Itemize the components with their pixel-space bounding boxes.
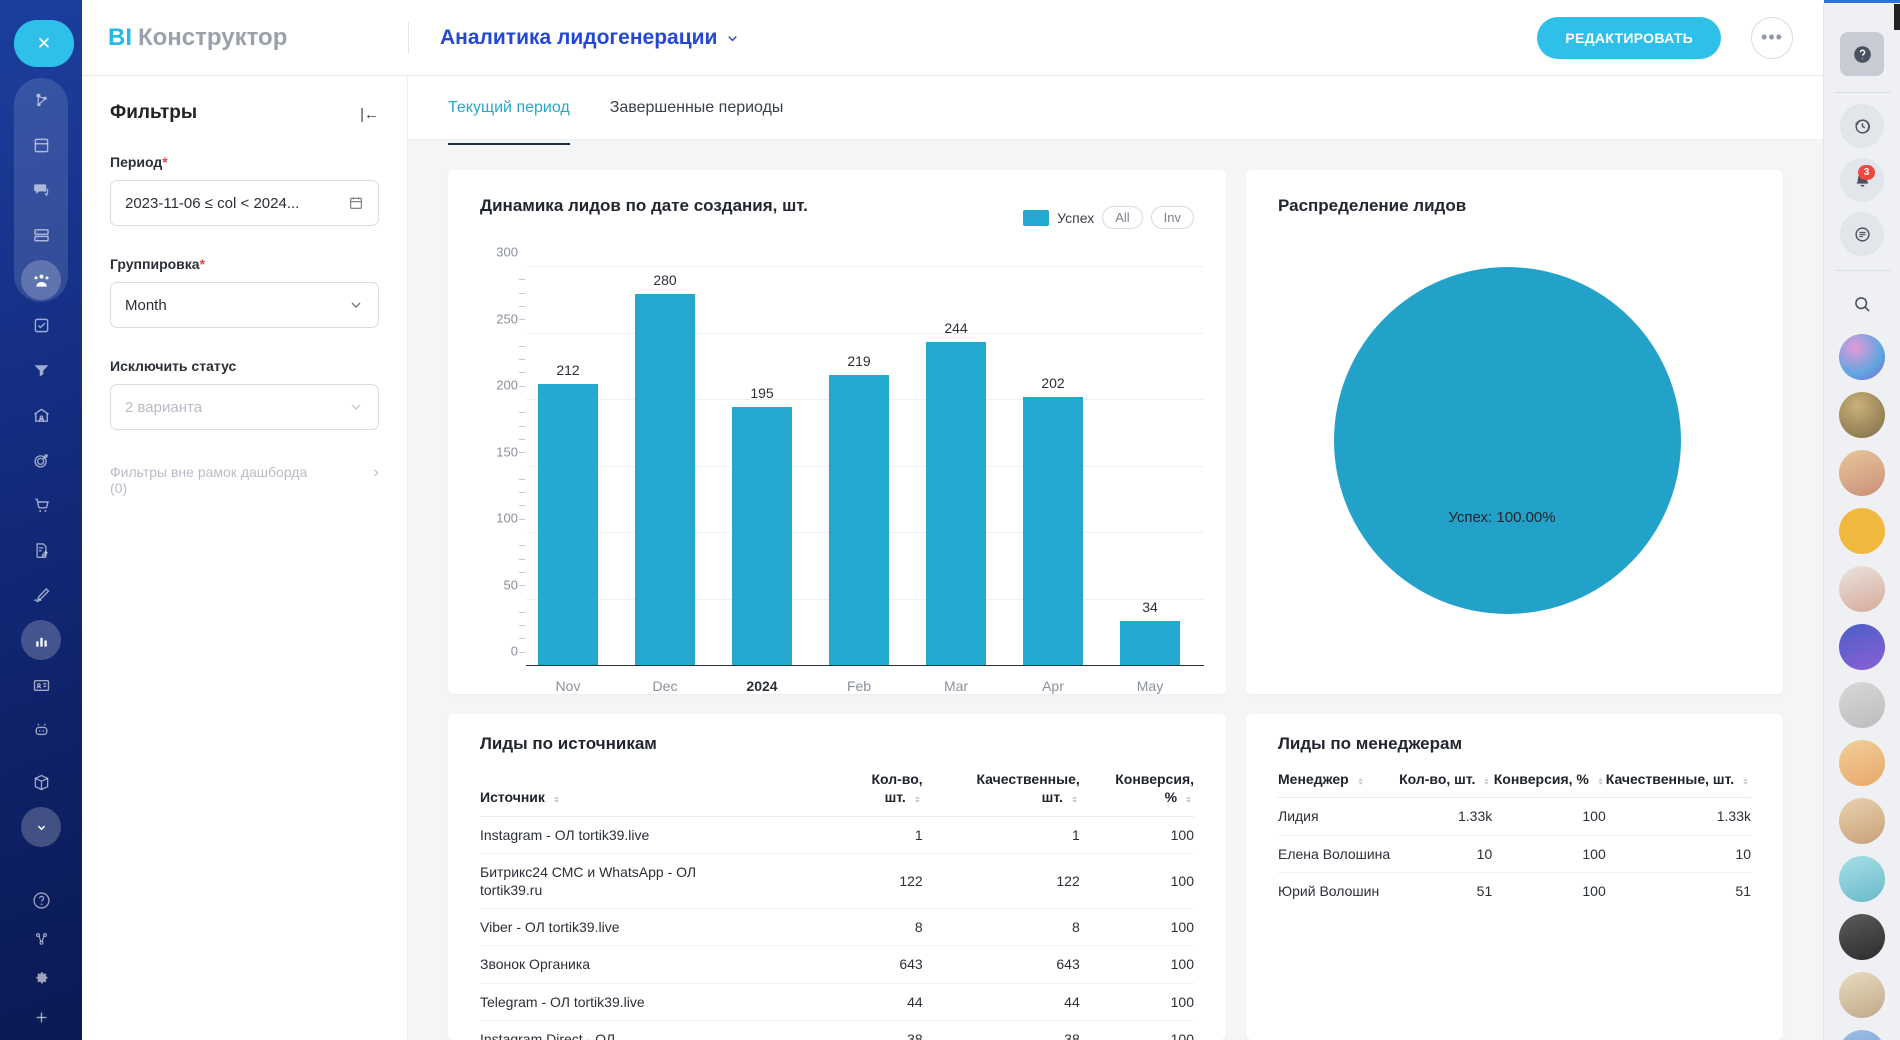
svg-text:Успех: 100.00%: Успех: 100.00% — [1448, 509, 1555, 526]
